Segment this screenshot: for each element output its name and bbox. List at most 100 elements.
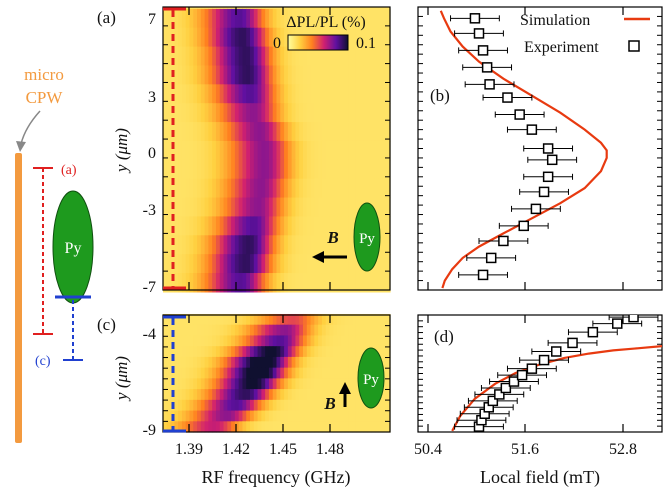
- heatmap-cell: [181, 216, 187, 236]
- heatmap-cell: [181, 65, 187, 85]
- heatmap-cell: [166, 313, 172, 326]
- heatmap-cell: [189, 197, 194, 218]
- heatmap-cell: [261, 65, 266, 85]
- heatmap-cell: [299, 122, 304, 142]
- heatmap-cell: [250, 216, 255, 236]
- heatmap-cell: [257, 410, 262, 422]
- panel-a-ytick-7: 7: [148, 11, 156, 28]
- heatmap-cell: [204, 335, 209, 347]
- heatmap-cell: [287, 389, 293, 401]
- heatmap-cell: [352, 46, 357, 67]
- heatmap-cell: [329, 46, 334, 67]
- heatmap-cell: [352, 421, 357, 433]
- heatmap-cell: [314, 410, 319, 422]
- heatmap-cell: [287, 8, 293, 29]
- heatmap-cell: [321, 254, 327, 274]
- heatmap-cell: [333, 378, 338, 390]
- heatmap-cell: [193, 389, 198, 401]
- heatmap-cell: [163, 378, 168, 390]
- heatmap-cell: [310, 8, 315, 29]
- heatmap-cell: [189, 389, 194, 401]
- heatmap-cell: [242, 410, 247, 422]
- heatmap-cell: [355, 140, 361, 161]
- heatmap-cell: [253, 197, 259, 218]
- heatmap-cell: [299, 410, 304, 422]
- heatmap-cell: [219, 421, 225, 433]
- heatmap-cell: [299, 324, 304, 336]
- heatmap-cell: [318, 399, 323, 412]
- heatmap-cell: [276, 421, 281, 433]
- panel-a: (a) 7 3 0 -3 -7 y (μm) Py B ΔPL/PL (%) 0…: [97, 6, 391, 296]
- heatmap-cell: [299, 235, 304, 255]
- heatmap-cell: [318, 84, 323, 104]
- heatmap-cell: [253, 399, 259, 412]
- heatmap-cell: [212, 159, 217, 180]
- heatmap-cell: [212, 273, 217, 293]
- heatmap-cell: [299, 197, 304, 218]
- heatmap-cell: [219, 46, 225, 67]
- heatmap-cell: [223, 159, 228, 180]
- heatmap-cell: [302, 159, 308, 180]
- heatmap-cell: [325, 273, 331, 293]
- heatmap-cell: [306, 65, 312, 85]
- heatmap-cell: [231, 335, 236, 347]
- heatmap-cell: [295, 197, 300, 218]
- heatmap-cell: [310, 410, 315, 422]
- heatmap-cell: [253, 27, 259, 48]
- heatmap-cell: [185, 410, 191, 422]
- heatmap-cell: [291, 84, 297, 104]
- heatmap-cell: [197, 140, 202, 161]
- heatmap-cell: [242, 421, 247, 433]
- heatmap-cell: [352, 27, 357, 48]
- heatmap-cell: [302, 273, 308, 293]
- heatmap-row: [163, 399, 391, 412]
- heatmap-cell: [371, 140, 376, 161]
- heatmap-cell: [295, 178, 300, 199]
- heatmap-cell: [200, 346, 206, 358]
- heatmap-cell: [223, 421, 228, 433]
- heatmap-cell: [321, 103, 327, 123]
- heatmap-cell: [344, 65, 349, 85]
- heatmap-cell: [314, 356, 319, 369]
- heatmap-cell: [257, 8, 262, 29]
- heatmap-cell: [238, 216, 244, 236]
- heatmap-cell: [250, 197, 255, 218]
- heatmap-cell: [276, 389, 281, 401]
- heatmap-cell: [280, 27, 285, 48]
- heatmap-cell: [382, 65, 387, 85]
- heatmap-cell: [367, 122, 372, 142]
- heatmap-cell: [272, 122, 278, 142]
- heatmap-cell: [246, 8, 251, 29]
- heatmap-cell: [166, 159, 172, 180]
- heatmap-cell: [234, 410, 240, 422]
- heatmap-cell: [386, 421, 391, 433]
- heatmap-cell: [231, 254, 236, 274]
- heatmap-cell: [333, 410, 338, 422]
- heatmap-cell: [242, 122, 247, 142]
- heatmap-cell: [166, 216, 172, 236]
- heatmap-cell: [295, 410, 300, 422]
- heatmap-cell: [325, 254, 331, 274]
- heatmap-cell: [197, 254, 202, 274]
- heatmap-cell: [284, 367, 289, 379]
- heatmap-cell: [302, 140, 308, 161]
- heatmap-cell: [208, 346, 213, 358]
- heatmap-cell: [276, 335, 281, 347]
- heatmap-cell: [193, 46, 198, 67]
- heatmap-cell: [333, 197, 338, 218]
- heatmap-cell: [352, 410, 357, 422]
- heatmap-cell: [181, 410, 187, 422]
- heatmap-cell: [238, 367, 244, 379]
- heatmap-a: [163, 7, 391, 293]
- heatmap-cell: [340, 122, 346, 142]
- heatmap-cell: [185, 273, 191, 293]
- heatmap-cell: [200, 324, 206, 336]
- heatmap-cell: [174, 84, 179, 104]
- heatmap-cell: [227, 346, 232, 358]
- heatmap-cell: [181, 254, 187, 274]
- experiment-point: [506, 124, 557, 135]
- heatmap-cell: [329, 273, 334, 293]
- heatmap-cell: [197, 235, 202, 255]
- experiment-point: [489, 376, 539, 387]
- heatmap-cell: [352, 197, 357, 218]
